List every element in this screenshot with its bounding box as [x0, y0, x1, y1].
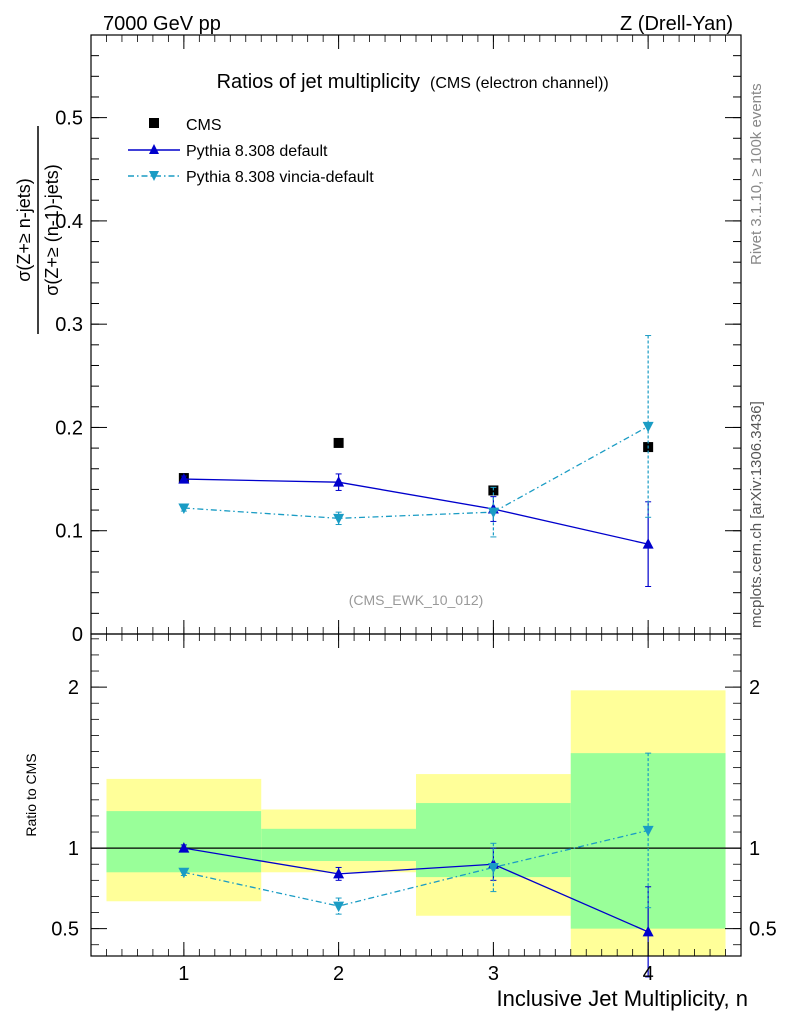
xtick-label: 4: [643, 963, 654, 985]
main-point: [488, 485, 499, 496]
ratio-point: [642, 825, 654, 837]
main-point: [178, 503, 190, 515]
main-ytick-label: 0.3: [55, 314, 83, 336]
main-point: [333, 476, 345, 487]
main-ytick-label: 0.4: [55, 211, 83, 233]
analysis-label: (CMS_EWK_10_012): [349, 592, 484, 608]
ratio-point: [333, 867, 345, 879]
ratio-series-dashdot: [178, 752, 654, 915]
ratio-ytick-label: 0.5: [51, 919, 79, 941]
main-series-dashdot: [178, 335, 654, 538]
main-series-solid: [178, 473, 654, 587]
legend: CMS Pythia 8.308 default Pythia 8.308 vi…: [128, 117, 374, 186]
main-point: [178, 473, 190, 484]
xtick-label: 1: [178, 963, 189, 985]
rivet-label: Rivet 3.1.10, ≥ 100k events: [748, 83, 765, 265]
main-point: [642, 538, 654, 549]
xtick-label: 2: [333, 963, 344, 985]
header-left: 7000 GeV pp: [103, 13, 221, 35]
main-ytick-label: 0.1: [55, 521, 83, 543]
ratio-axes: 0.5 0.5 1 1 2 2 1 2 3 4: [51, 633, 777, 985]
ratio-point: [178, 842, 190, 853]
ratio-point: [333, 901, 345, 913]
main-panel: 0 0.1 0.2 0.3 0.4 0.5 Ratios of jet multiplic…: [14, 34, 742, 646]
main-ytick-label: 0: [72, 624, 83, 646]
main-ytick-label: 0.5: [55, 108, 83, 130]
ratio-plot-area: [91, 690, 741, 956]
ratio-line: [183, 847, 649, 933]
main-ytick-label: 0.2: [55, 417, 83, 439]
ratio-panel: 0.5 0.5 1 1 2 2 1 2 3 4 Ratio to CMS Inclusive Je…: [23, 633, 777, 1011]
ratio-ytick-label-right: 0.5: [749, 919, 777, 941]
ratio-series-layer: [178, 752, 654, 978]
ratio-ylabel: Ratio to CMS: [23, 753, 39, 836]
main-point: [333, 513, 345, 525]
ratio-point: [487, 862, 499, 874]
ratio-band-green: [106, 811, 262, 873]
main-line: [183, 425, 649, 519]
ratio-point: [178, 867, 190, 879]
ratio-band-green: [261, 828, 416, 862]
ratio-ytick-label-right: 2: [749, 677, 760, 699]
mcplots-label: mcplots.cern.ch [arXiv:1306.3436]: [748, 401, 765, 628]
header-right: Z (Drell-Yan): [620, 13, 733, 35]
legend-label-pythia-vincia: Pythia 8.308 vincia-default: [186, 169, 374, 186]
legend-marker-pythia-default: [149, 144, 159, 154]
chart-subtitle: (CMS (electron channel)): [430, 75, 609, 92]
xlabel: Inclusive Jet Multiplicity, n: [497, 986, 748, 1011]
chart-title: Ratios of jet multiplicity: [217, 71, 420, 93]
main-series-layer: [178, 335, 654, 587]
xtick-label: 3: [488, 963, 499, 985]
legend-marker-pythia-vincia: [149, 171, 159, 181]
ratio-line: [183, 829, 649, 907]
ratio-ytick-label: 2: [68, 677, 79, 699]
main-series-data: [178, 437, 654, 496]
ylabel-denominator: σ(Z+≥ (n-1)-jets): [42, 164, 62, 296]
main-line: [183, 478, 649, 545]
ratio-point: [642, 925, 654, 937]
main-point: [333, 437, 344, 448]
main-point: [642, 421, 654, 433]
ratio-ytick-label-right: 1: [749, 838, 760, 860]
ratio-ytick-label: 1: [68, 838, 79, 860]
legend-marker-cms: [149, 118, 159, 128]
ylabel-numerator: σ(Z+≥ n-jets): [14, 178, 34, 282]
main-ylabel: σ(Z+≥ n-jets) σ(Z+≥ (n-1)-jets): [14, 126, 62, 334]
legend-label-pythia-default: Pythia 8.308 default: [186, 143, 328, 160]
legend-label-cms: CMS: [186, 117, 222, 134]
main-point: [487, 507, 499, 519]
